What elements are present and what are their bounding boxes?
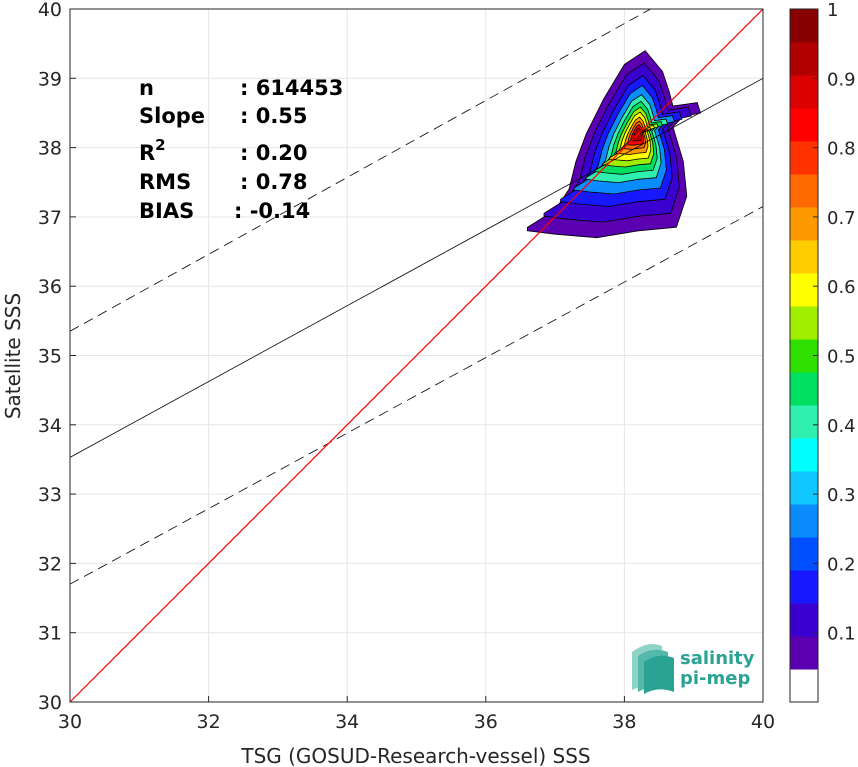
colorbar-segment (790, 174, 818, 208)
y-axis-ticks: 30 31 32 33 34 35 36 37 38 39 40 (38, 0, 76, 714)
colorbar-tick-label: 0.3 (827, 485, 856, 506)
density-contours (527, 50, 702, 239)
colorbar-segment (790, 636, 818, 670)
colorbar-segment (790, 108, 818, 142)
colorbar-tick-label: 0.4 (827, 416, 856, 437)
colorbar-segment (790, 42, 818, 76)
stat-label: Slope (139, 104, 205, 128)
stat-value: : 0.78 (240, 170, 308, 194)
colorbar-segment (790, 273, 818, 307)
colorbar-segment (790, 9, 818, 43)
y-tick-label: 36 (38, 276, 62, 298)
colorbar-tick-label: 0.8 (827, 139, 856, 160)
x-tick-label: 30 (58, 711, 82, 733)
stat-label: n (139, 76, 154, 100)
colorbar-segment (790, 669, 818, 703)
colorbar-tick-label: 1 (827, 0, 838, 21)
y-tick-label: 32 (38, 553, 62, 575)
stats-box: n : 614453 Slope : 0.55 R2 : 0.20 RMS : 0.78 BIA… (139, 76, 343, 223)
logo-text-line2: pi-mep (680, 668, 750, 689)
y-tick-label: 33 (38, 484, 62, 506)
x-tick-label: 34 (335, 711, 359, 733)
colorbar-tick-label: 0.7 (827, 208, 856, 229)
stat-value: : 0.20 (240, 141, 308, 165)
colorbar-tick-label: 0.9 (827, 69, 856, 90)
y-tick-label: 34 (38, 415, 62, 437)
colorbar-segment (790, 240, 818, 274)
regression-line (69, 77, 764, 458)
x-axis-ticks: 30 32 34 36 38 40 (58, 696, 775, 733)
stat-value: : 614453 (240, 76, 343, 100)
colorbar-segment (790, 207, 818, 241)
y-tick-label: 35 (38, 346, 62, 368)
colorbar: 0.1 0.2 0.3 0.4 0.5 0.6 0.7 0.8 0.9 1 (789, 0, 856, 703)
colorbar-segment (790, 570, 818, 604)
colorbar-tick-label: 0.2 (827, 554, 856, 575)
logo-text-line1: salinity (680, 648, 755, 669)
colorbar-segment (790, 141, 818, 175)
salinity-pimep-logo: salinity pi-mep (632, 644, 755, 694)
y-axis-label: Satellite SSS (1, 293, 25, 419)
y-tick-label: 37 (38, 207, 62, 229)
colorbar-tick-label: 0.6 (827, 277, 856, 298)
x-axis-label: TSG (GOSUD-Research-vessel) SSS (240, 744, 590, 767)
one-to-one-line (69, 8, 764, 703)
y-tick-label: 39 (38, 68, 62, 90)
upper-bound-line (69, 8, 651, 332)
reference-lines (69, 8, 764, 703)
colorbar-tick-label: 0.5 (827, 347, 856, 368)
stat-value: : -0.14 (234, 199, 310, 223)
x-tick-label: 38 (612, 711, 636, 733)
y-tick-label: 38 (38, 138, 62, 160)
y-tick-label: 31 (38, 623, 62, 645)
logo-waves-icon (632, 644, 674, 694)
x-tick-label: 32 (197, 711, 221, 733)
stat-label: R2 (139, 136, 166, 165)
y-tick-label: 30 (38, 692, 62, 714)
stat-value: : 0.55 (240, 104, 308, 128)
colorbar-segment (790, 306, 818, 340)
colorbar-segment (790, 405, 818, 439)
y-tick-label: 40 (38, 0, 62, 21)
colorbar-segment (790, 372, 818, 406)
colorbar-segment (790, 537, 818, 571)
colorbar-segment (790, 75, 818, 109)
colorbar-segment (790, 603, 818, 637)
colorbar-segment (790, 471, 818, 505)
colorbar-segment (790, 438, 818, 472)
stat-label: RMS (139, 170, 191, 194)
colorbar-segment (790, 504, 818, 538)
lower-bound-line (69, 206, 764, 585)
colorbar-tick-label: 0.1 (827, 624, 856, 645)
x-tick-label: 40 (751, 711, 775, 733)
stat-label: BIAS (139, 199, 194, 223)
x-tick-label: 36 (474, 711, 498, 733)
